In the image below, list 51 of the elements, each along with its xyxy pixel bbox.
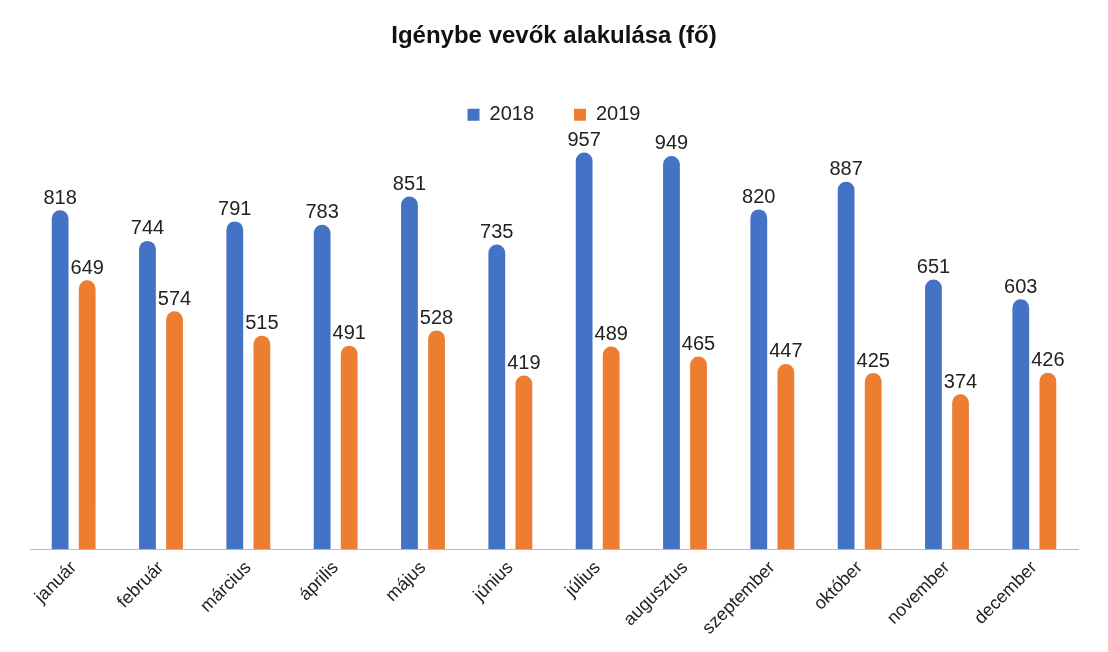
bar xyxy=(340,345,358,550)
data-label: 447 xyxy=(769,339,803,362)
bar xyxy=(253,335,271,550)
bar xyxy=(663,155,680,550)
data-label: 426 xyxy=(1031,348,1065,371)
legend-label: 2018 xyxy=(489,102,535,125)
bar xyxy=(78,280,96,550)
bar xyxy=(139,240,156,550)
bar xyxy=(313,224,331,550)
data-label: 791 xyxy=(218,196,252,219)
data-label: 735 xyxy=(480,220,514,243)
bar xyxy=(401,196,418,550)
data-label: 603 xyxy=(1004,274,1038,297)
bar xyxy=(952,394,969,550)
bar xyxy=(575,152,593,550)
bar xyxy=(690,356,707,550)
data-label: 419 xyxy=(507,351,541,374)
data-label: 744 xyxy=(130,216,165,239)
data-label: 649 xyxy=(70,255,104,278)
data-label: 491 xyxy=(332,321,366,344)
bar xyxy=(515,375,533,550)
legend-label: 2019 xyxy=(596,102,641,125)
data-label: 957 xyxy=(567,128,601,151)
data-label: 783 xyxy=(305,200,339,223)
bar xyxy=(925,279,942,550)
bar xyxy=(777,363,795,550)
bar xyxy=(864,373,882,550)
bar xyxy=(602,346,620,550)
bar xyxy=(166,311,183,550)
data-label: 820 xyxy=(742,184,776,207)
data-label: 515 xyxy=(245,311,279,334)
bar xyxy=(837,181,855,550)
data-label: 489 xyxy=(594,322,628,345)
bar xyxy=(488,244,506,550)
bar xyxy=(750,209,768,550)
data-label: 949 xyxy=(654,131,689,154)
data-label: 651 xyxy=(916,254,951,277)
data-label: 465 xyxy=(681,332,716,355)
bar xyxy=(1039,372,1057,550)
data-label: 887 xyxy=(829,157,863,180)
data-label: 425 xyxy=(856,348,890,371)
data-label: 818 xyxy=(43,185,77,208)
bar xyxy=(51,210,69,550)
data-label: 574 xyxy=(157,286,192,309)
bar xyxy=(1012,299,1030,550)
data-label: 851 xyxy=(392,172,427,195)
data-label: 374 xyxy=(943,369,978,392)
data-label: 528 xyxy=(419,305,454,328)
chart-title: Igénybe vevők alakulása (fő) xyxy=(391,21,717,49)
bar xyxy=(226,221,244,550)
bar xyxy=(428,330,445,550)
